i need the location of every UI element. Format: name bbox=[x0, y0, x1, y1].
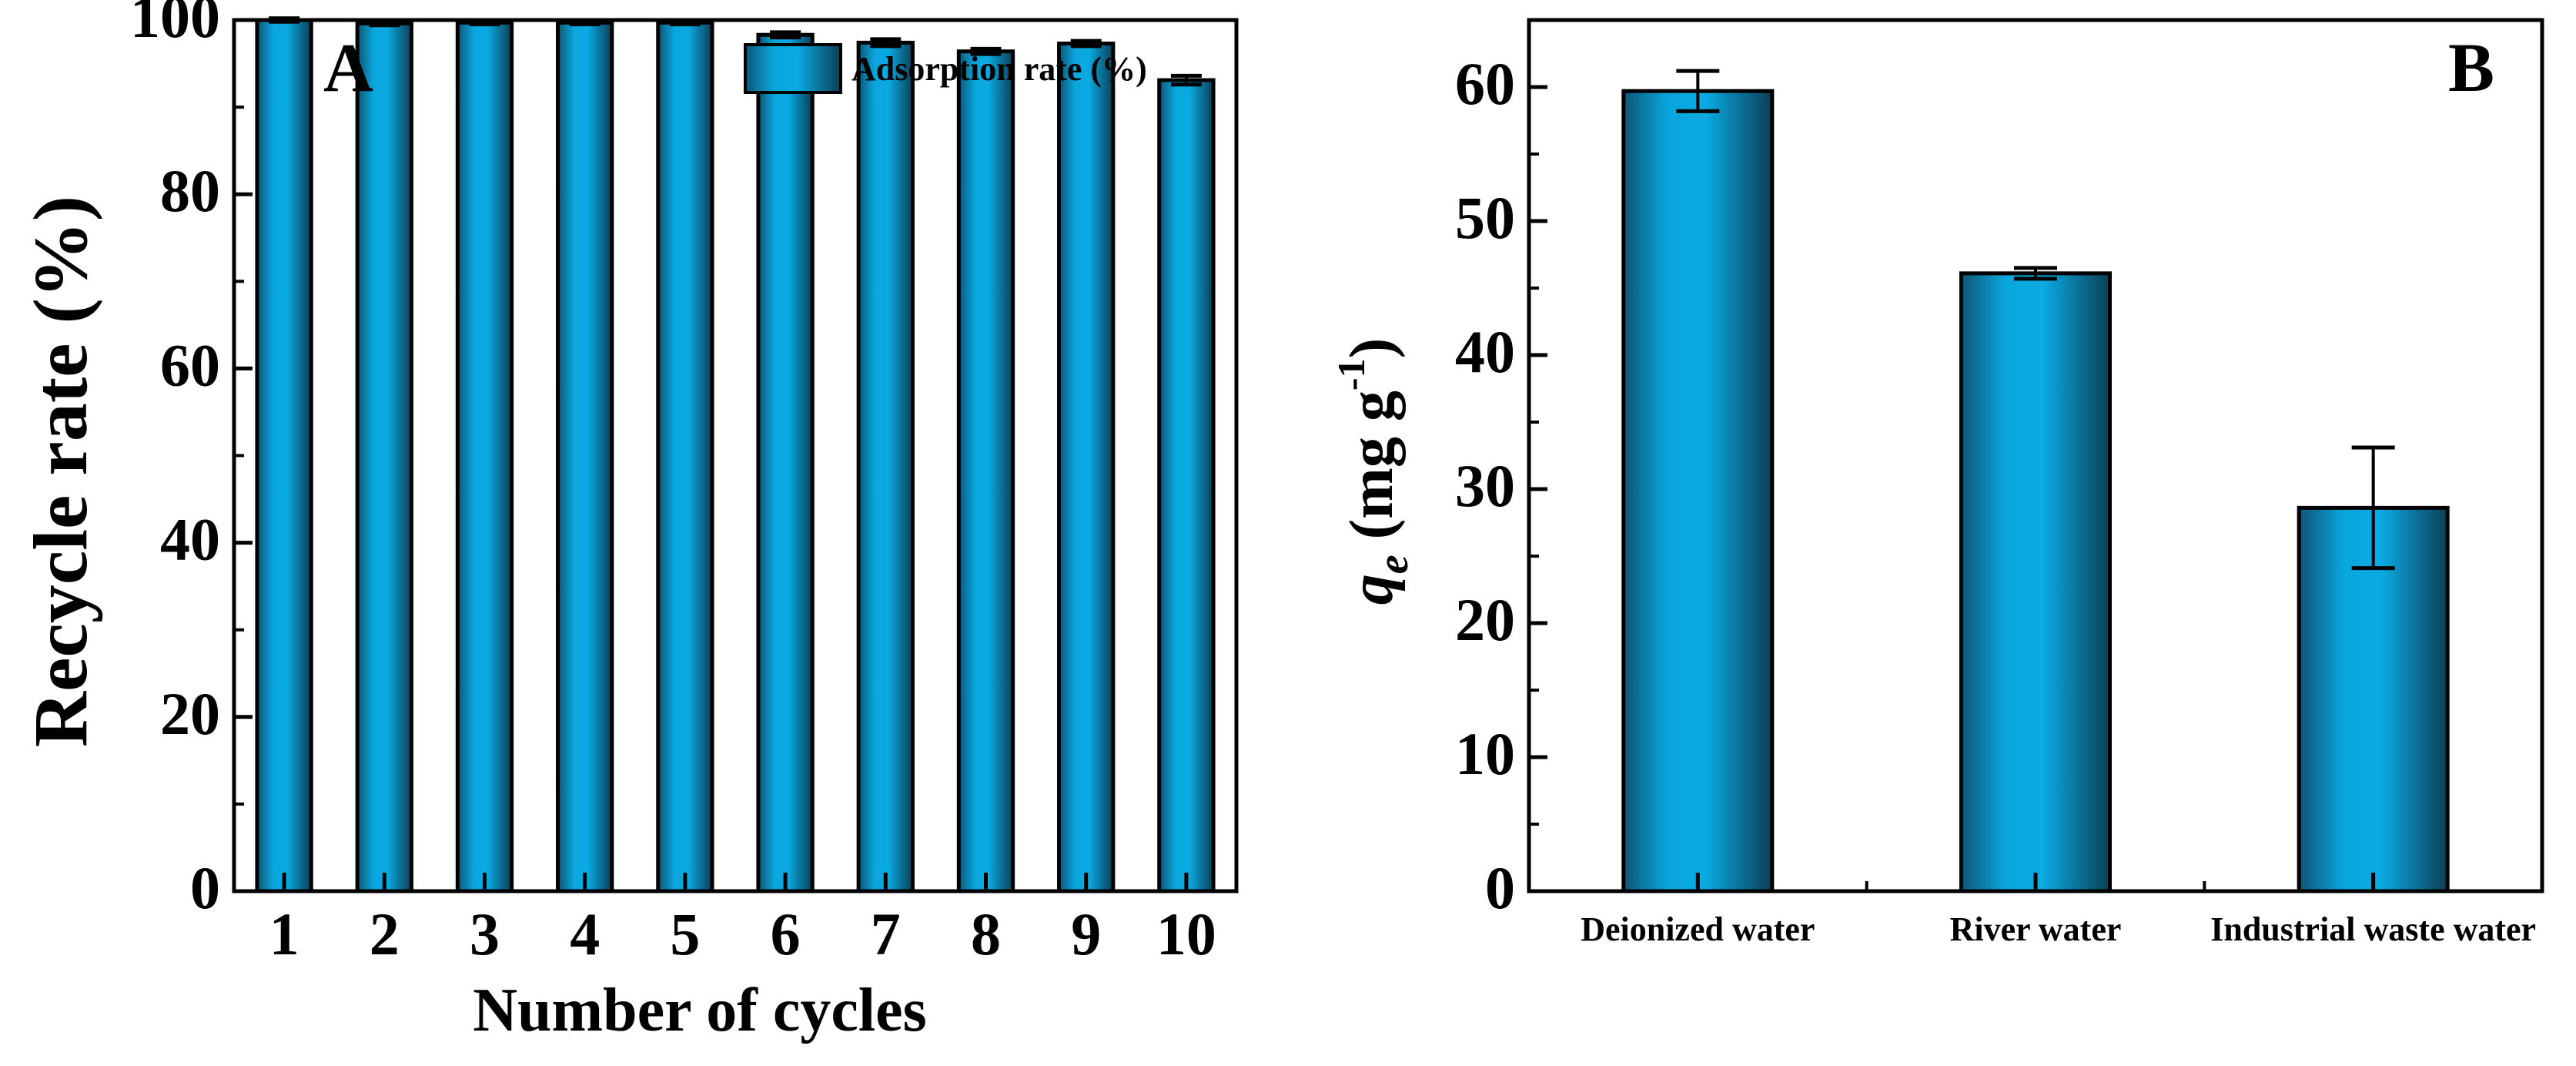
bar bbox=[2297, 505, 2450, 893]
x-tick-label: 7 bbox=[871, 900, 901, 967]
x-tick-label: Industrial waste water bbox=[2210, 910, 2536, 948]
panel-a-xlabel: Number of cycles bbox=[473, 977, 927, 1044]
bar bbox=[1157, 78, 1216, 893]
bar bbox=[956, 49, 1015, 893]
y-tick-label: 80 bbox=[160, 157, 220, 224]
bar bbox=[1621, 89, 1775, 893]
y-tick-label: 10 bbox=[1455, 720, 1515, 787]
x-tick-label: 9 bbox=[1071, 900, 1101, 967]
x-tick-label: 6 bbox=[771, 900, 801, 967]
bar bbox=[556, 20, 614, 893]
ylabel-symbol: q bbox=[1338, 574, 1406, 605]
y-tick-label: 20 bbox=[160, 680, 220, 747]
panel-a-ylabel: Recycle rate (%) bbox=[18, 196, 103, 747]
bar bbox=[455, 20, 514, 893]
panel-a-legend: Adsorption rate (%) bbox=[744, 43, 1147, 94]
y-tick-label: 50 bbox=[1455, 184, 1515, 251]
panel-a-chart: 0 20 40 60 80 100 1 2 3 4 5 6 7 8 9 10 bbox=[130, 0, 1239, 967]
x-tick-label: 5 bbox=[670, 900, 700, 967]
x-tick-label: 3 bbox=[470, 900, 500, 967]
y-tick-label: 20 bbox=[1455, 586, 1515, 653]
bar bbox=[1057, 42, 1116, 893]
legend-swatch bbox=[744, 43, 842, 94]
bar bbox=[856, 40, 915, 893]
ylabel-superscript: -1 bbox=[1330, 358, 1373, 391]
x-tick-label: 8 bbox=[971, 900, 1001, 967]
bar bbox=[255, 18, 313, 893]
legend-label: Adsorption rate (%) bbox=[851, 50, 1147, 88]
y-tick-label: 0 bbox=[190, 854, 220, 921]
x-tick-label: Deionized water bbox=[1581, 910, 1815, 948]
panel-b-ylabel: qe (mg g-1) bbox=[1330, 338, 1417, 605]
y-tick-label: 100 bbox=[130, 0, 220, 50]
ylabel-close: ) bbox=[1338, 338, 1406, 359]
panel-b-chart: 0 10 20 30 40 50 60 Deionized water River water I… bbox=[1455, 18, 2544, 948]
y-tick-label: 40 bbox=[160, 506, 220, 573]
bar bbox=[756, 32, 815, 893]
y-tick-label: 0 bbox=[1485, 854, 1515, 921]
ylabel-units: (mg g bbox=[1338, 391, 1406, 555]
x-tick-label: 2 bbox=[370, 900, 400, 967]
x-tick-label: 1 bbox=[269, 900, 299, 967]
y-tick-label: 60 bbox=[160, 331, 220, 398]
x-tick-label: 4 bbox=[570, 900, 600, 967]
y-tick-label: 60 bbox=[1455, 50, 1515, 117]
bar bbox=[656, 20, 714, 893]
bar bbox=[1959, 271, 2113, 893]
ylabel-subscript: e bbox=[1370, 555, 1417, 574]
y-tick-label: 40 bbox=[1455, 318, 1515, 385]
panel-b-label: B bbox=[2448, 30, 2494, 106]
x-tick-label: River water bbox=[1950, 910, 2122, 948]
panel-a-label: A bbox=[323, 30, 373, 106]
bar bbox=[355, 22, 413, 893]
y-tick-label: 30 bbox=[1455, 452, 1515, 519]
x-tick-label: 10 bbox=[1156, 900, 1216, 967]
